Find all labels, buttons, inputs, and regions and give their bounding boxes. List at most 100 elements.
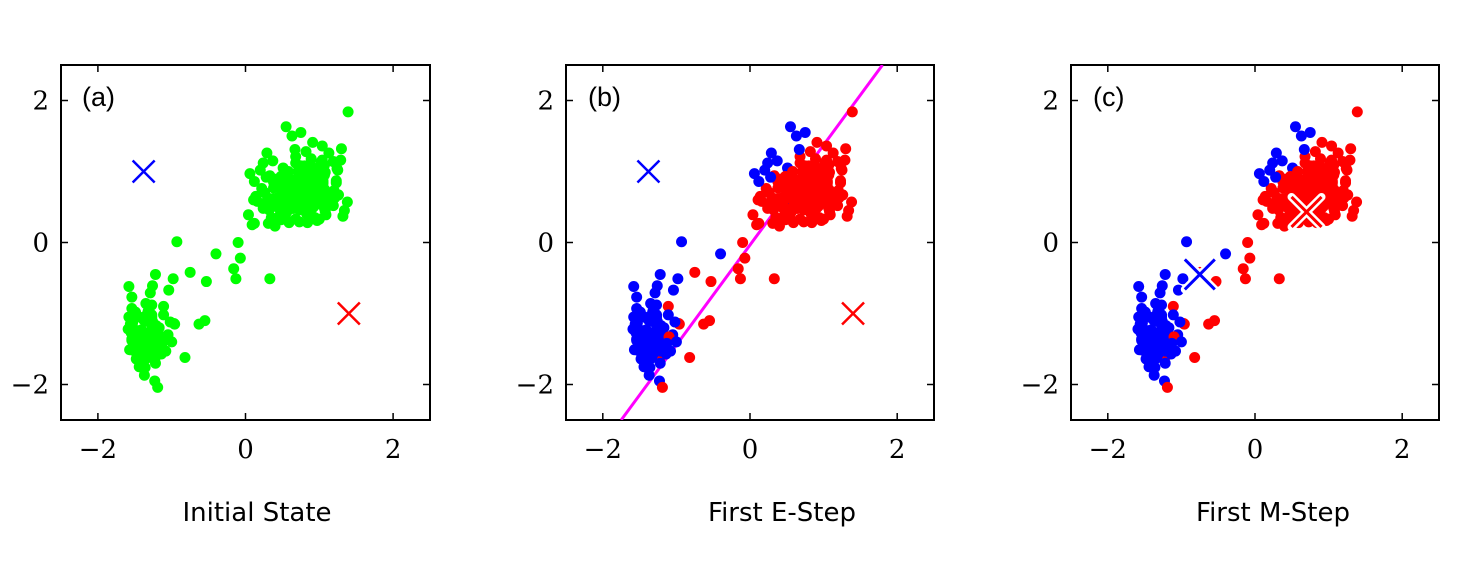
data-point [126,334,138,346]
data-point [781,203,793,215]
data-point [303,177,315,189]
marker-stroke [1183,258,1216,291]
x-tick-label: 0 [742,435,759,465]
data-point [276,180,288,192]
data-point [193,318,205,330]
data-point [1244,252,1256,264]
data-point [1181,236,1193,248]
data-point [799,160,811,172]
data-point [705,276,717,288]
data-point [1328,205,1340,217]
plot-area [619,65,884,420]
data-point [631,291,643,303]
data-point [1346,210,1358,222]
plot-area [122,106,361,393]
panel-label: (b) [588,82,621,112]
data-point [132,310,144,322]
x-tick-label: 2 [385,435,402,465]
data-point [715,248,727,260]
data-point [1252,209,1264,221]
data-point [651,280,663,292]
data-point [656,381,668,393]
data-point [248,217,260,229]
y-tick-label: 2 [32,87,49,117]
data-point [819,156,831,168]
data-point [312,180,324,192]
data-point [1177,273,1189,285]
data-point [323,147,335,159]
data-point [341,196,353,208]
data-point [1351,196,1363,208]
plot-frame [60,64,431,421]
data-point [210,248,222,260]
data-point [1326,170,1338,182]
data-point [1276,155,1288,167]
y-tick-label: 2 [537,87,554,117]
data-point [1270,171,1282,183]
data-point [698,318,710,330]
data-point [1312,177,1324,189]
cluster-center-marker [1180,255,1219,294]
data-point [264,273,276,285]
data-point [765,171,777,183]
data-point [1344,154,1356,166]
y-tick-label: −2 [1021,371,1059,401]
data-point [228,263,240,275]
data-point [760,183,772,195]
data-point [1298,143,1310,155]
y-tick-label: 0 [537,229,554,259]
data-point [149,357,161,369]
data-point [827,147,839,159]
data-point [798,216,810,228]
cluster-center-marker [336,301,361,326]
plot-frame [1070,64,1440,421]
panel-label: (c) [1093,82,1124,112]
data-point [1140,353,1152,365]
x-tick-label: 0 [237,435,254,465]
data-point [739,252,751,264]
data-point [774,196,786,208]
data-point [270,196,282,208]
data-point [628,281,640,293]
data-point [821,140,833,152]
data-point [632,344,644,356]
data-point [654,268,666,280]
data-point [166,336,178,348]
data-point [152,381,164,393]
data-point [672,273,684,285]
data-point [840,143,852,155]
data-point [1285,180,1297,192]
data-point [251,195,263,207]
marker-stroke [1290,195,1323,229]
data-point [771,155,783,167]
data-point [823,194,835,206]
data-point [1341,164,1353,176]
data-point [1156,280,1168,292]
data-point [1150,327,1162,339]
data-point [835,177,847,189]
data-point [631,334,643,346]
data-point [272,212,284,224]
x-tick-label: 0 [1247,435,1264,465]
data-point [1299,174,1311,186]
data-point [756,195,768,207]
data-point [144,344,156,356]
data-point [669,316,681,328]
panel-c: (c) First M-Step −2 0 2 −2 0 2 [1021,64,1440,528]
data-point [1273,273,1285,285]
data-point [753,175,765,187]
data-point [1237,263,1249,275]
data-point [747,209,759,221]
data-point [230,273,242,285]
data-point [315,156,327,168]
data-point [649,344,661,356]
data-point [234,252,246,264]
data-point [1167,300,1179,312]
y-tick-label: −2 [11,371,49,401]
data-point [1167,309,1179,321]
data-point [171,236,183,248]
data-point [1175,336,1187,348]
data-point [332,164,344,176]
data-point [200,276,212,288]
data-point [167,273,179,285]
